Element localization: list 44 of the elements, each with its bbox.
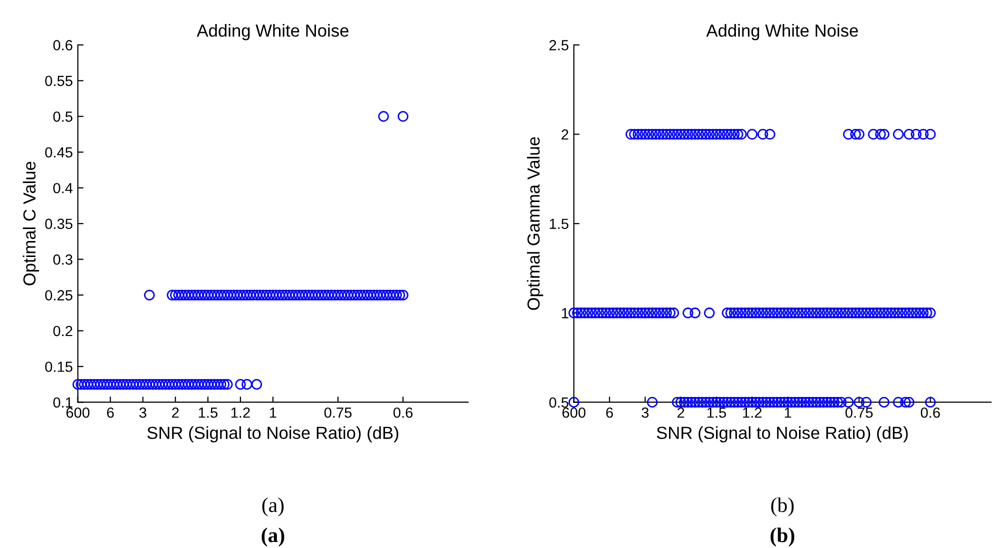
y-axis-title: Optimal Gamma Value — [526, 137, 544, 310]
y-tick-label: 0.2 — [53, 326, 72, 336]
y-axis-title: Optimal C Value — [22, 162, 40, 286]
x-tick-label: 1.5 — [198, 408, 218, 418]
text: (a) — [262, 528, 284, 546]
text: (b) — [770, 528, 794, 546]
y-tick-label: 1 — [562, 308, 568, 318]
y-tick-label: 0.1 — [53, 397, 72, 408]
x-tick-label: 0.6 — [393, 407, 413, 418]
y-tick-label: 0.3 — [53, 254, 72, 265]
x-tick-label: 3 — [139, 407, 146, 418]
x-tick-label: 2 — [172, 407, 179, 418]
y-tick-label: 0.5 — [549, 397, 568, 408]
x-tick-label: 600 — [66, 407, 90, 418]
y-tick-label: 0.25 — [45, 290, 72, 300]
x-tick-label: 6 — [107, 407, 114, 418]
y-tick-label: 0.4 — [53, 182, 73, 194]
x-axis-title: SNR (Signal to Noise Ratio) (dB) — [656, 426, 908, 442]
text: (b) — [771, 497, 794, 516]
chart-title: Adding White Noise — [706, 24, 858, 40]
x-tick-label: 3 — [642, 407, 649, 418]
x-tick-label: 0.6 — [920, 407, 940, 418]
x-tick-label: 600 — [562, 407, 586, 418]
x-tick-label: 1.5 — [707, 408, 726, 418]
text: (a) — [262, 497, 284, 516]
x-tick-label: 1 — [784, 408, 792, 418]
y-tick-label: 0.15 — [45, 362, 72, 372]
y-tick-label: 0.5 — [53, 111, 72, 122]
x-tick-label: 1.2 — [231, 407, 250, 418]
x-tick-label: 1 — [270, 408, 276, 418]
y-tick-label: 0.45 — [45, 147, 72, 158]
y-tick-label: 0.6 — [53, 40, 72, 50]
x-tick-label: 2 — [677, 407, 684, 418]
y-tick-label: 2.5 — [549, 40, 568, 50]
x-tick-label: 0.75 — [324, 407, 352, 418]
x-tick-label: 0.75 — [845, 407, 873, 418]
y-tick-label: 0.55 — [45, 76, 72, 86]
y-tick-label: 0.35 — [45, 218, 72, 230]
y-tick-label: 1.5 — [550, 218, 568, 230]
x-tick-label: 1.2 — [743, 407, 762, 418]
y-tick-label: 2 — [562, 129, 568, 140]
x-axis-title: SNR (Signal to Noise Ratio) (dB) — [147, 426, 398, 442]
x-tick-label: 6 — [606, 407, 613, 418]
chart-title: Adding White Noise — [196, 24, 348, 40]
